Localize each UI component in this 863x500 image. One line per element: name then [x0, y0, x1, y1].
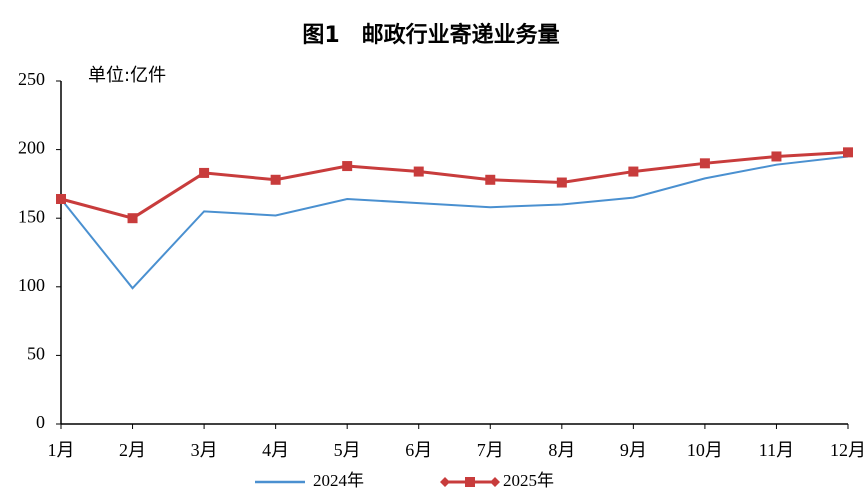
data-point	[485, 174, 496, 185]
data-point	[199, 167, 210, 178]
x-tick-label: 8月	[548, 440, 575, 460]
data-point	[56, 193, 66, 204]
x-tick-label: 2月	[119, 440, 146, 460]
data-point	[127, 213, 138, 224]
y-tick-label: 200	[18, 138, 45, 158]
data-point	[413, 166, 424, 177]
x-tick-label: 11月	[759, 440, 794, 460]
x-tick-label: 5月	[334, 440, 361, 460]
y-tick-label: 100	[18, 275, 45, 295]
y-tick-label: 50	[27, 344, 45, 364]
x-tick-label: 7月	[477, 440, 504, 460]
data-point	[628, 166, 639, 177]
chart-title: 图1 邮政行业寄递业务量	[302, 22, 559, 48]
x-tick-label: 9月	[620, 440, 647, 460]
x-tick-label: 3月	[191, 440, 218, 460]
x-tick-label: 12月	[830, 440, 863, 460]
data-point	[843, 147, 853, 158]
data-point	[270, 174, 281, 185]
series-line	[60, 150, 849, 220]
legend-label: 2025年	[503, 471, 554, 490]
y-tick-label: 250	[18, 69, 45, 89]
data-point	[342, 161, 353, 172]
data-point	[556, 177, 567, 188]
x-tick-label: 1月	[48, 440, 75, 460]
legend-label: 2024年	[313, 471, 364, 490]
x-tick-label: 4月	[262, 440, 289, 460]
y-tick-label: 0	[36, 412, 45, 432]
legend-marker	[465, 477, 475, 487]
x-tick-label: 6月	[405, 440, 432, 460]
y-tick-label: 150	[18, 206, 45, 226]
legend-marker	[440, 477, 500, 487]
data-point	[699, 158, 710, 169]
x-tick-label: 10月	[687, 440, 723, 460]
data-point	[771, 151, 782, 162]
y-axis-label: 单位:亿件	[88, 65, 166, 86]
series-line	[60, 155, 849, 290]
